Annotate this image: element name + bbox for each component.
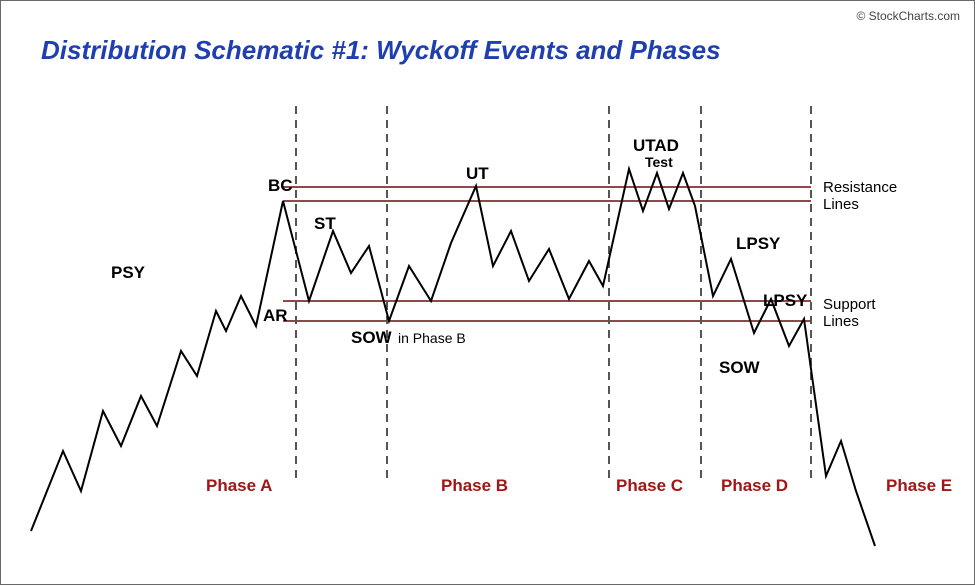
event-label-lpsy1: LPSY: [736, 234, 780, 254]
event-label-ut: UT: [466, 164, 489, 184]
event-label-utad: UTAD: [633, 136, 679, 156]
phase-label-phase-c: Phase C: [616, 476, 683, 496]
support-lines: [283, 301, 811, 321]
event-label-sow-b: SOW: [351, 328, 392, 348]
phase-label-phase-a: Phase A: [206, 476, 272, 496]
event-label-bc: BC: [268, 176, 293, 196]
phase-label-phase-b: Phase B: [441, 476, 508, 496]
event-label-st: ST: [314, 214, 336, 234]
phase-dividers: [296, 106, 811, 481]
resistance-lines: [283, 187, 811, 201]
event-label-lpsy2: LPSY: [763, 291, 807, 311]
event-label-sow-d: SOW: [719, 358, 760, 378]
resistance-lines-label: Resistance Lines: [823, 179, 897, 214]
event-label-ar: AR: [263, 306, 288, 326]
phase-label-phase-d: Phase D: [721, 476, 788, 496]
chart-svg: [1, 1, 975, 586]
event-label-sow-b-sub: in Phase B: [398, 330, 466, 346]
event-label-psy: PSY: [111, 263, 145, 283]
diagram-frame: © StockCharts.com Distribution Schematic…: [0, 0, 975, 585]
phase-label-phase-e: Phase E: [886, 476, 952, 496]
event-label-utad-test: Test: [645, 154, 673, 170]
support-lines-label: Support Lines: [823, 296, 876, 331]
